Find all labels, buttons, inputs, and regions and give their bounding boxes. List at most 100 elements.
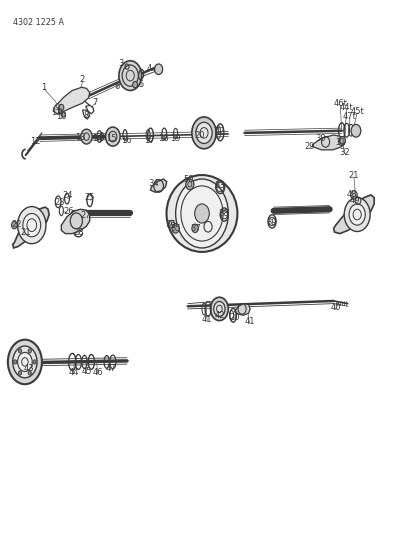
- Text: 15: 15: [106, 134, 117, 143]
- Circle shape: [18, 352, 32, 372]
- Circle shape: [344, 198, 370, 231]
- Text: 50: 50: [183, 175, 194, 184]
- Circle shape: [28, 349, 31, 353]
- Circle shape: [59, 104, 64, 111]
- Text: 35: 35: [170, 224, 181, 233]
- Text: 14: 14: [93, 134, 103, 143]
- Text: 7: 7: [92, 98, 97, 107]
- Circle shape: [18, 207, 46, 244]
- Text: 24: 24: [62, 191, 73, 200]
- Text: 16: 16: [121, 136, 131, 145]
- Text: 40: 40: [330, 303, 341, 312]
- Circle shape: [351, 124, 361, 137]
- Text: 31: 31: [336, 139, 346, 148]
- Text: 41: 41: [202, 315, 213, 324]
- Circle shape: [349, 204, 365, 225]
- Circle shape: [28, 371, 31, 375]
- Text: 20: 20: [195, 131, 205, 140]
- Text: 36: 36: [165, 220, 176, 229]
- Text: 38: 38: [218, 209, 229, 218]
- Text: 23: 23: [54, 198, 64, 207]
- Circle shape: [175, 179, 228, 248]
- Circle shape: [11, 221, 17, 229]
- Ellipse shape: [166, 175, 237, 252]
- Circle shape: [61, 112, 65, 117]
- Text: 34: 34: [149, 179, 159, 188]
- Circle shape: [106, 127, 120, 146]
- Circle shape: [351, 191, 357, 199]
- Polygon shape: [234, 304, 250, 316]
- Text: 43: 43: [24, 365, 34, 373]
- Text: 42: 42: [214, 311, 225, 320]
- Circle shape: [18, 349, 22, 353]
- Circle shape: [133, 82, 137, 88]
- Text: 28: 28: [73, 228, 84, 237]
- Circle shape: [186, 179, 194, 190]
- Text: 20: 20: [229, 313, 239, 322]
- Text: 10: 10: [56, 112, 67, 122]
- Circle shape: [13, 360, 17, 364]
- Circle shape: [214, 302, 225, 317]
- Text: 5: 5: [139, 80, 144, 89]
- Text: 29: 29: [304, 142, 315, 151]
- Text: 26: 26: [63, 207, 73, 216]
- Text: 32: 32: [340, 148, 350, 157]
- Circle shape: [81, 129, 92, 144]
- Text: 3: 3: [118, 60, 124, 68]
- Text: 4: 4: [146, 64, 152, 73]
- Circle shape: [18, 371, 22, 375]
- Circle shape: [211, 297, 228, 320]
- Polygon shape: [151, 179, 167, 192]
- Polygon shape: [53, 87, 90, 114]
- Circle shape: [33, 360, 36, 364]
- Text: 25: 25: [84, 193, 95, 202]
- Circle shape: [192, 224, 198, 232]
- Text: 30: 30: [315, 134, 326, 143]
- Text: 49: 49: [350, 196, 360, 205]
- Circle shape: [58, 109, 62, 114]
- Text: 6: 6: [114, 82, 120, 91]
- Circle shape: [340, 136, 346, 144]
- Text: 39: 39: [267, 218, 277, 227]
- Text: 41: 41: [244, 317, 255, 326]
- Circle shape: [195, 204, 209, 223]
- Text: 17: 17: [144, 136, 155, 145]
- Circle shape: [119, 61, 142, 91]
- Text: 19: 19: [171, 134, 181, 143]
- Circle shape: [172, 223, 179, 233]
- Text: 45: 45: [81, 367, 92, 376]
- Text: 46t: 46t: [333, 99, 347, 108]
- Text: 1: 1: [41, 83, 47, 92]
- Polygon shape: [313, 135, 345, 150]
- Polygon shape: [334, 195, 374, 233]
- Text: 44: 44: [68, 368, 79, 377]
- Text: 11: 11: [51, 108, 62, 117]
- Text: 4302 1225 A: 4302 1225 A: [13, 18, 64, 27]
- Text: 46: 46: [93, 368, 103, 377]
- Text: 2: 2: [80, 75, 85, 84]
- Text: 22: 22: [11, 220, 22, 229]
- Text: 8: 8: [84, 111, 89, 120]
- Polygon shape: [61, 209, 90, 233]
- Circle shape: [23, 214, 41, 237]
- Text: 33: 33: [214, 181, 225, 190]
- Text: 18: 18: [158, 134, 169, 143]
- Circle shape: [8, 340, 42, 384]
- Text: 44t: 44t: [340, 103, 353, 112]
- Text: 21: 21: [349, 171, 359, 180]
- Text: 13: 13: [75, 133, 86, 142]
- Text: 48: 48: [346, 190, 357, 199]
- Circle shape: [13, 346, 37, 378]
- Text: 47t: 47t: [343, 112, 357, 121]
- Text: 27: 27: [80, 211, 91, 220]
- Polygon shape: [13, 207, 49, 248]
- Text: 42: 42: [215, 127, 226, 136]
- Text: 12: 12: [31, 138, 41, 147]
- Text: 21: 21: [20, 228, 31, 237]
- Text: 45t: 45t: [350, 107, 364, 116]
- Text: 37: 37: [191, 224, 201, 233]
- Circle shape: [155, 64, 163, 75]
- Circle shape: [196, 122, 212, 143]
- Text: 47: 47: [106, 364, 116, 373]
- Text: 9: 9: [55, 103, 60, 112]
